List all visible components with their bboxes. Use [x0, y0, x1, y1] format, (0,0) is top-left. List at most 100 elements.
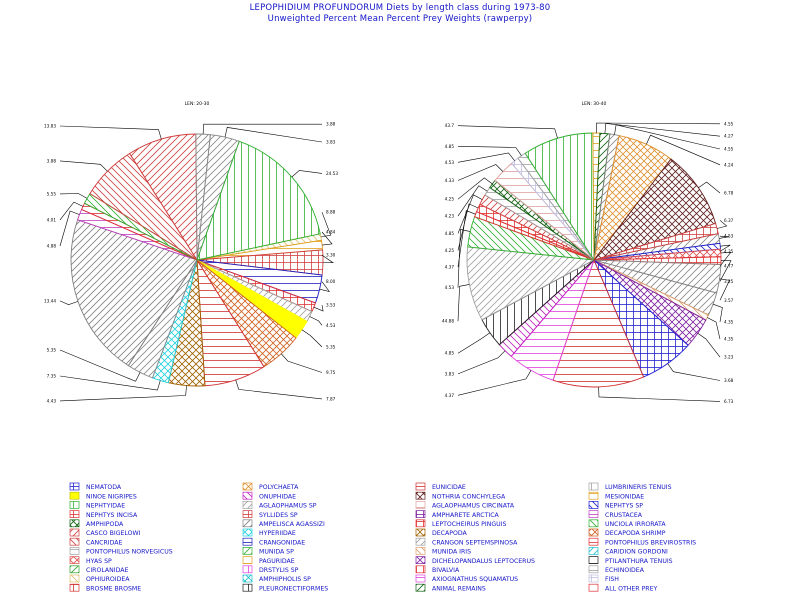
- slice-label: 5.35: [47, 348, 57, 353]
- legend-label: PAGURIDAE: [259, 558, 295, 565]
- legend-swatch: [415, 482, 426, 491]
- legend-label: NEPHTYS SP: [605, 503, 643, 510]
- legend-label: MUNIDA SP: [259, 549, 294, 556]
- legend-swatch: [588, 556, 599, 564]
- slice-label: 4.84: [326, 230, 336, 235]
- legend-label: POLYCHAETA: [259, 484, 299, 491]
- pie-slice: [466, 246, 596, 321]
- legend-swatch: [415, 528, 426, 537]
- slice-label: 44.88: [442, 319, 454, 324]
- leader-line: [59, 201, 84, 221]
- legend-swatch: [242, 501, 253, 509]
- slice-label: 8.00: [326, 279, 336, 284]
- leader-line: [59, 210, 80, 247]
- leader-line: [646, 134, 721, 166]
- slice-label: 43.7: [445, 123, 455, 128]
- legend-swatch: [242, 491, 253, 500]
- legend-swatch: [415, 565, 426, 574]
- legend-swatch: [69, 547, 80, 555]
- leader-line: [321, 231, 333, 246]
- legend-label: CIROLANIDAE: [86, 567, 128, 574]
- slice-label: 3.88: [47, 158, 57, 163]
- legend-label: MESIONIDAE: [605, 493, 644, 500]
- legend-label: AGLAOPHAMUS CIRCINATA: [432, 503, 515, 510]
- slice-label: 4.33: [445, 178, 455, 183]
- chart-subtitle: Unweighted Percent Mean Percent Prey Wei…: [267, 14, 533, 24]
- leader-line: [313, 305, 324, 312]
- leader-line: [320, 212, 332, 238]
- legend-swatch: [588, 528, 599, 537]
- legend-label: DECAPODA SHRIMP: [605, 530, 666, 537]
- legend-swatch: [69, 556, 80, 564]
- slice-label: 4.85: [445, 231, 455, 236]
- slice-label: 3.23: [724, 355, 734, 360]
- legend-swatch: [69, 510, 80, 518]
- slice-label: 7.87: [326, 396, 336, 401]
- leader-line: [291, 170, 323, 178]
- legend-label: AXIOGNATHUS SQUAMATUS: [432, 576, 518, 583]
- pie-chart-len-30-40: LEN: 30-40 4.55 4.27 4.55 4.24 6.78 6.37 4.53 4.…: [442, 101, 734, 404]
- slice-label: 24.53: [326, 171, 338, 176]
- leader-line: [457, 185, 488, 217]
- leader-line: [59, 385, 187, 402]
- slice-label: 3.53: [326, 303, 336, 308]
- slice-label: 3.83: [445, 371, 455, 376]
- slice-label: 4.24: [724, 162, 734, 167]
- legend-swatch: [588, 501, 599, 509]
- legend-swatch: [242, 537, 253, 546]
- leader-line: [309, 316, 323, 326]
- legend-label: ECHINOIDEA: [605, 567, 645, 574]
- legend-swatch: [242, 519, 253, 528]
- legend-swatch: [415, 501, 426, 509]
- slice-label: 4.27: [724, 134, 734, 139]
- pie-chart-len-20-30: LEN: 20-30 3.88 3.83 24.53 8.88 4.84 3.30 8.00 3…: [44, 101, 338, 403]
- leader-line: [598, 386, 721, 402]
- legend-swatch: [588, 583, 599, 592]
- slice-label: 4.77: [724, 264, 734, 269]
- slice-label: 4.55: [724, 147, 734, 152]
- leader-line: [457, 370, 532, 396]
- chart-header: LEPOPHIDIUM PROFUNDORUM Diets by length …: [0, 3, 800, 25]
- legend-swatch: [69, 583, 80, 592]
- legend-swatch: [242, 528, 253, 537]
- legend-label: BIVALVIA: [432, 567, 460, 574]
- slice-label: 3.68: [724, 378, 734, 383]
- legend-swatch: [242, 547, 253, 555]
- legend-swatch: [242, 583, 253, 592]
- legend-label: LUMBRINERIS TENUIS: [605, 484, 672, 491]
- legend-label: PONTOPHILUS BREVIROSTRIS: [605, 539, 696, 546]
- legend-swatch: [588, 547, 599, 555]
- legend-swatch: [415, 556, 426, 564]
- slice-label: 7.35: [47, 374, 57, 379]
- slice-label: 4.25: [445, 248, 455, 253]
- legend-label: HYAS SP: [86, 558, 112, 565]
- legend-swatch: [415, 519, 426, 528]
- slice-label: 4.35: [724, 337, 734, 342]
- leader-line: [698, 181, 721, 194]
- leader-line: [457, 284, 470, 322]
- legend-swatch: [242, 565, 253, 574]
- leader-line: [719, 235, 730, 239]
- slice-label: 4.35: [724, 319, 734, 324]
- leader-line: [59, 300, 79, 306]
- legend-swatch: [242, 482, 253, 491]
- leader-line: [596, 122, 721, 134]
- leader-line: [716, 220, 728, 229]
- leader-line: [321, 254, 334, 264]
- legend-label: MUNIDA IRIS: [432, 549, 471, 556]
- leader-line: [457, 194, 483, 234]
- leader-line: [457, 177, 493, 200]
- leader-line: [235, 379, 323, 400]
- legend-label: DRSTYLIS SP: [259, 567, 299, 574]
- legend-label: OPHIUROIDEA: [86, 576, 130, 583]
- legend-label: DECAPODA: [432, 530, 467, 537]
- legend-label: CRANGONIDAE: [259, 539, 305, 546]
- legend-swatch: [415, 574, 426, 583]
- legend-label: BROSME BROSME: [86, 585, 141, 592]
- slice-label: 4.53: [445, 285, 455, 290]
- leader-line: [59, 193, 88, 199]
- leader-line: [712, 303, 723, 322]
- legend-swatch: [415, 537, 426, 546]
- legend-swatch: [69, 528, 80, 537]
- legend-label: AMPHARETE ARCTICA: [432, 512, 500, 519]
